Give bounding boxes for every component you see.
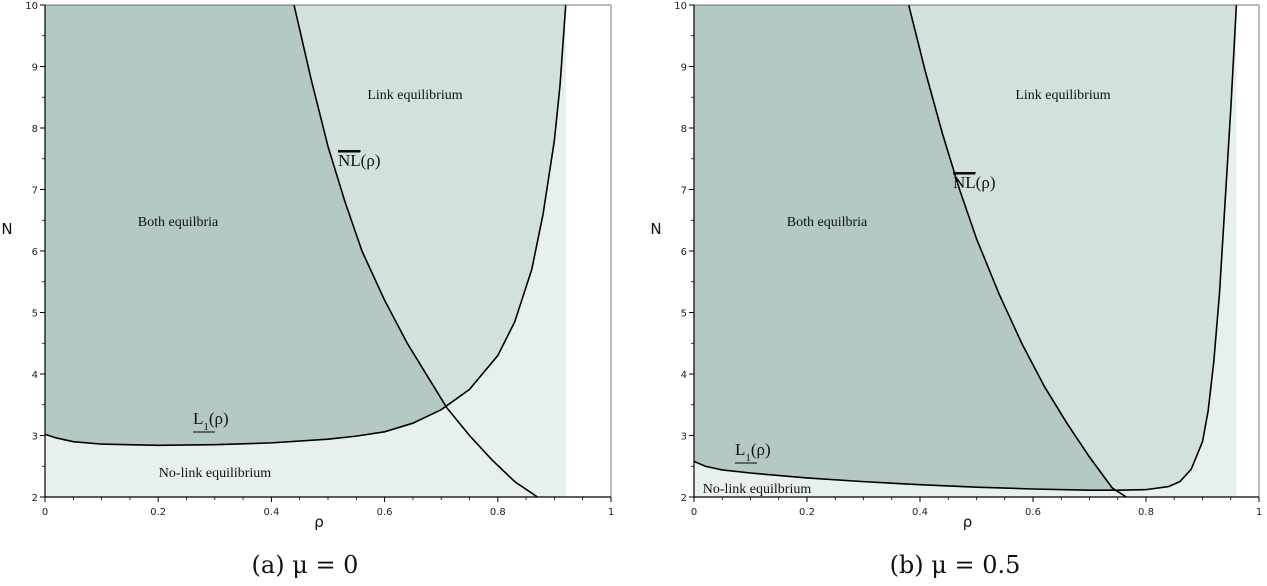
panel-b: 0 0.2 0.4 0.6 0.8 1 2 3 4 5 6 7 8 9 10 ρ N Both equilbria…: [650, 1, 1262, 579]
y-axis-label: N: [650, 220, 661, 238]
panel-caption: (a) μ = 0: [252, 551, 359, 579]
regions: [45, 5, 567, 497]
x-tick-label: 0: [42, 507, 48, 518]
y-tick-label: 5: [681, 309, 687, 320]
y-axis-label: N: [1, 220, 12, 238]
x-tick-label: 1: [1256, 507, 1262, 518]
nl-curve: [907, 5, 1127, 497]
x-tick-label: 0.4: [263, 507, 279, 518]
nl-curve-label: NL(ρ): [338, 151, 380, 170]
both-equilibria-label: Both equilbria: [138, 215, 219, 230]
x-axis-label: ρ: [963, 513, 973, 531]
link-equilibrium-label: Link equilibrium: [1015, 88, 1110, 103]
y-tick-label: 5: [32, 309, 38, 320]
x-tick-label: 0.4: [912, 507, 928, 518]
y-tick-label: 9: [32, 63, 38, 74]
x-tick-label: 0.8: [490, 507, 506, 518]
y-tick-label: 7: [32, 186, 38, 197]
panel-caption: (b) μ = 0.5: [890, 551, 1021, 579]
y-tick-label: 3: [681, 432, 687, 443]
l1-curve: [45, 5, 567, 447]
x-tick-label: 0: [691, 507, 697, 518]
y-tick-label: 2: [681, 493, 687, 504]
nl-curve: [293, 5, 538, 497]
x-tick-label: 0.6: [1025, 507, 1041, 518]
y-tick-label: 6: [32, 247, 38, 258]
x-tick-label: 1: [608, 507, 614, 518]
y-tick-label: 4: [681, 370, 687, 381]
x-tick-label: 0.2: [150, 507, 166, 518]
y-tick-label: 6: [681, 247, 687, 258]
no-link-equilibrium-label: No-link equilbrium: [703, 482, 812, 497]
y-tick-label: 8: [681, 124, 687, 135]
panel-a: 0 0.2 0.4 0.6 0.8 1 2 3 4 5 6 7 8 9 10 ρ N Both equilbria…: [1, 1, 614, 579]
x-tick-label: 0.8: [1138, 507, 1154, 518]
y-tick-label: 4: [32, 370, 38, 381]
y-tick-label: 3: [32, 432, 38, 443]
x-tick-label: 0.2: [799, 507, 815, 518]
y-tick-label: 10: [674, 1, 687, 12]
y-tick-label: 7: [681, 186, 687, 197]
y-tick-label: 10: [25, 1, 38, 12]
y-tick-label: 9: [681, 63, 687, 74]
nl-curve-label: NL(ρ): [953, 173, 995, 192]
no-link-equilibrium-label: No-link equilibrium: [159, 466, 271, 481]
l1-curve: [694, 5, 1238, 492]
l1-curve-label: L1(ρ): [735, 440, 771, 464]
no-link-region: [45, 5, 566, 497]
x-tick-label: 0.6: [377, 507, 393, 518]
link-equilibrium-label: Link equilibrium: [367, 88, 462, 103]
x-axis-label: ρ: [314, 513, 324, 531]
both-equilibria-label: Both equilbria: [787, 215, 868, 230]
y-tick-label: 8: [32, 124, 38, 135]
regions: [694, 5, 1238, 497]
y-tick-label: 2: [32, 493, 38, 504]
l1-curve-label: L1(ρ): [193, 409, 229, 433]
